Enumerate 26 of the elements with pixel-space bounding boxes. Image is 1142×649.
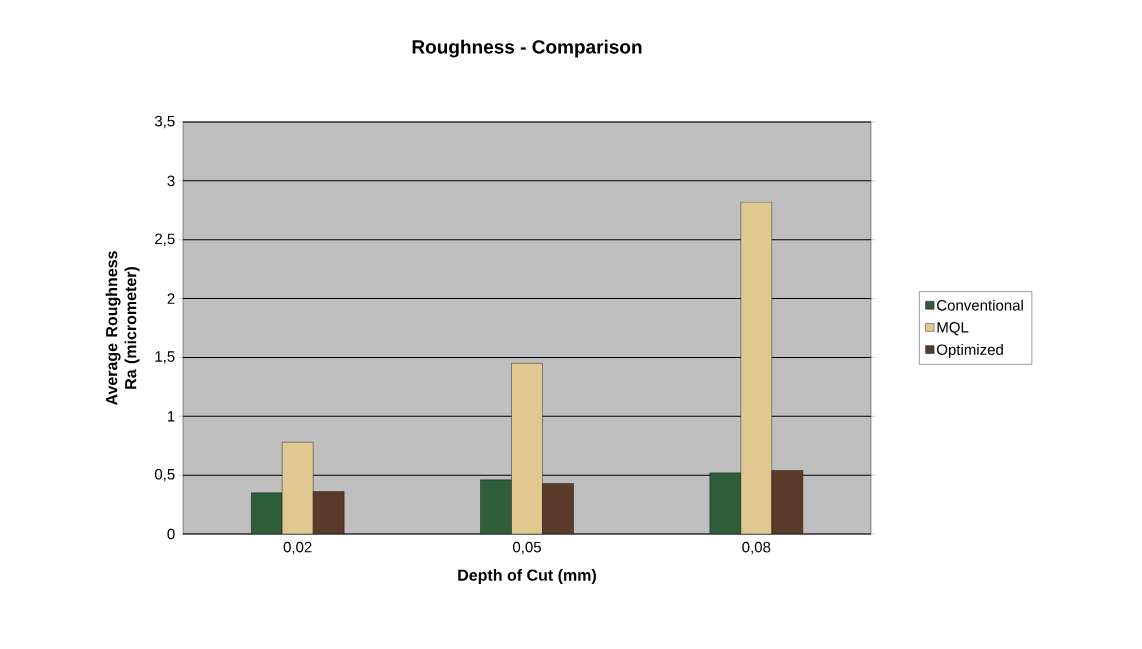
x-tick-label: 0,02	[283, 541, 312, 555]
bar	[771, 470, 804, 534]
bar	[511, 363, 543, 534]
x-tick-label: 0,08	[742, 541, 771, 555]
y-tick-label: 3	[167, 175, 175, 187]
y-tick-label: 2	[167, 293, 175, 304]
bar	[542, 483, 574, 534]
bar	[312, 491, 345, 534]
y-tick-label: 1	[168, 411, 175, 422]
bar	[250, 492, 283, 534]
legend-label: MQL	[937, 322, 969, 336]
x-axis-title: Depth of Cut (mm)	[458, 569, 596, 584]
y-tick-label: 0	[167, 528, 175, 540]
y-tick-label: 1,5	[155, 351, 175, 364]
x-tick-label: 0,05	[512, 541, 541, 555]
y-tick-label: 3,5	[154, 115, 175, 129]
bar	[281, 441, 314, 534]
bar	[740, 201, 773, 534]
legend-label: Conventional	[937, 299, 1023, 311]
bar	[709, 472, 742, 534]
chart-title: Roughness - Comparison	[412, 39, 642, 58]
legend-label: Optimized	[937, 343, 1003, 358]
y-tick-label: 2,5	[155, 233, 175, 246]
y-tick-label: 0,5	[154, 468, 175, 482]
bar	[480, 479, 512, 534]
y-axis-title: Average Roughness Ra (micrometer)	[105, 251, 140, 406]
